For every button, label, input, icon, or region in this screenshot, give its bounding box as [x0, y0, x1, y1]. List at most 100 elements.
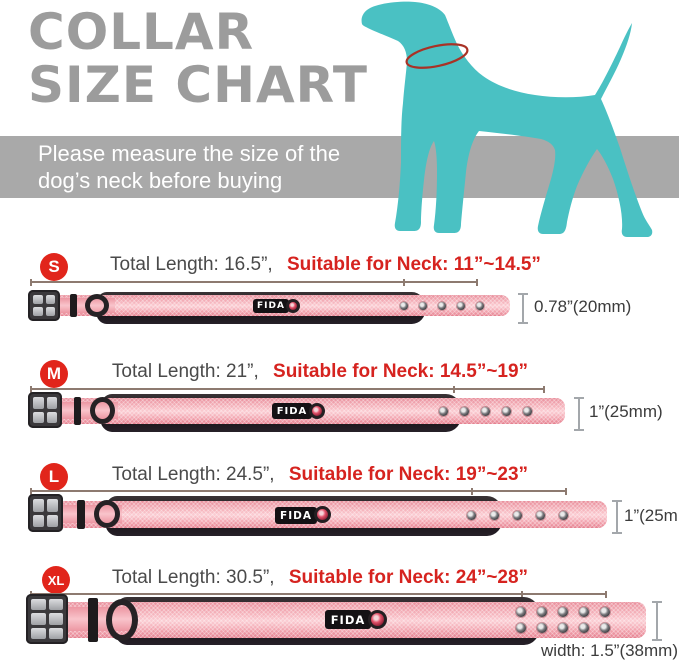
tick-right: [605, 591, 607, 598]
dog-silhouette-illustration: [355, 0, 679, 248]
collar-dring-xl: [106, 599, 138, 641]
collar-hole: [579, 607, 589, 617]
neck-range-text-xl: Suitable for Neck: 24”~28”: [288, 567, 529, 588]
collar-hole: [467, 511, 476, 520]
collar-hole: [558, 623, 568, 633]
tick-right: [476, 279, 478, 286]
size-caption-s: Total Length: 16.5”, Suitable for Neck: …: [110, 254, 541, 276]
tick-mid: [521, 591, 523, 598]
collar-hole: [537, 623, 547, 633]
measure-line-s: [30, 279, 478, 286]
buckle-slot: [48, 613, 63, 625]
collar-hole: [457, 302, 465, 310]
collar-hole: [476, 302, 484, 310]
collar-hole: [400, 302, 408, 310]
neck-measure-ellipse: [405, 43, 469, 69]
collar-hole: [513, 511, 522, 520]
collar-hole: [600, 623, 610, 633]
size-caption-m: Total Length: 21”, Suitable for Neck: 14…: [110, 361, 530, 383]
collar-buckle-m: [28, 392, 62, 428]
collar-hole: [559, 511, 568, 520]
buckle-slot: [33, 397, 44, 409]
tick-mid: [403, 279, 405, 286]
collar-hole: [481, 407, 490, 416]
buckle-slot: [33, 307, 43, 316]
buckle-slot: [46, 397, 57, 409]
neck-range-text-l: Suitable for Neck: 19”~23”: [288, 464, 529, 485]
snap-button-l: [314, 506, 331, 523]
collar-keeper-m: [74, 397, 81, 425]
title-line-1: COLLAR: [28, 3, 255, 61]
collar-buckle-s: [28, 290, 60, 321]
size-badge-s: S: [40, 253, 68, 281]
size-badge-l: L: [40, 463, 68, 491]
collar-keeper-l: [77, 500, 85, 529]
collar-keeper-xl: [88, 598, 98, 642]
buckle-slot: [33, 411, 44, 423]
tick-mid: [453, 386, 455, 393]
buckle-slot: [47, 499, 58, 512]
collar-hole: [523, 407, 532, 416]
collar-dring-m: [90, 397, 115, 424]
collar-hole: [537, 607, 547, 617]
tick-mid: [471, 488, 473, 495]
buckle-slot: [45, 295, 55, 304]
buckle-slot: [31, 613, 46, 625]
width-bracket-s: [518, 293, 528, 324]
tick-right: [543, 386, 545, 393]
buckle-slot: [48, 627, 63, 639]
tick-left: [30, 386, 32, 393]
collar-buckle-xl: [26, 594, 68, 644]
banner-text-line-2: dog’s neck before buying: [38, 168, 283, 193]
width-label-xl: width: 1.5”(38mm): [541, 641, 678, 660]
snap-button-s: [286, 299, 300, 313]
neck-range-text-m: Suitable for Neck: 14.5”~19”: [273, 361, 529, 382]
size-badge-xl: XL: [42, 566, 70, 594]
width-bracket-xl: [652, 601, 662, 641]
dog-body-shape: [361, 1, 653, 238]
collar-hole: [502, 407, 511, 416]
collar-hole: [419, 302, 427, 310]
collar-hole: [460, 407, 469, 416]
total-length-text-s: Total Length: 16.5”,: [110, 254, 273, 275]
buckle-slot: [46, 411, 57, 423]
size-badge-m: M: [40, 360, 68, 388]
collar-hole: [439, 407, 448, 416]
banner-text-line-1: Please measure the size of the: [38, 141, 341, 166]
measure-line-l: [30, 488, 567, 495]
size-caption-xl: Total Length: 30.5”, Suitable for Neck: …: [110, 567, 530, 589]
width-label-s: 0.78”(20mm): [534, 297, 632, 316]
collar-dring-l: [94, 500, 120, 528]
collar-hole: [516, 607, 526, 617]
total-length-text-l: Total Length: 24.5”,: [111, 464, 275, 485]
measure-line-xl: [30, 591, 607, 598]
tick-left: [30, 279, 32, 286]
buckle-slot: [48, 599, 63, 611]
title-line-2: SIZE CHART: [28, 56, 369, 114]
collar-hole: [536, 511, 545, 520]
neck-range-text-s: Suitable for Neck: 11”~14.5”: [286, 254, 541, 275]
collar-keeper-s: [70, 294, 77, 317]
buckle-slot: [31, 627, 46, 639]
total-length-text-m: Total Length: 21”,: [111, 361, 259, 382]
dog-silhouette-svg: [361, 1, 653, 238]
snap-button-m: [309, 403, 325, 419]
snap-button-xl: [368, 610, 387, 629]
collar-buckle-l: [28, 494, 63, 532]
buckle-slot: [47, 514, 58, 527]
collar-dring-s: [85, 294, 109, 317]
buckle-slot: [33, 514, 44, 527]
collar-hole: [438, 302, 446, 310]
buckle-slot: [45, 307, 55, 316]
tick-left: [30, 488, 32, 495]
measure-line-m: [30, 386, 545, 393]
width-bracket-l: [612, 500, 622, 534]
total-length-text-xl: Total Length: 30.5”,: [111, 567, 275, 588]
collar-hole: [516, 623, 526, 633]
collar-hole: [490, 511, 499, 520]
collar-hole: [600, 607, 610, 617]
collar-hole: [558, 607, 568, 617]
size-caption-l: Total Length: 24.5”, Suitable for Neck: …: [110, 464, 530, 486]
page-title: COLLAR SIZE CHART: [28, 6, 368, 112]
brand-tag-l: FIDA: [275, 507, 317, 524]
